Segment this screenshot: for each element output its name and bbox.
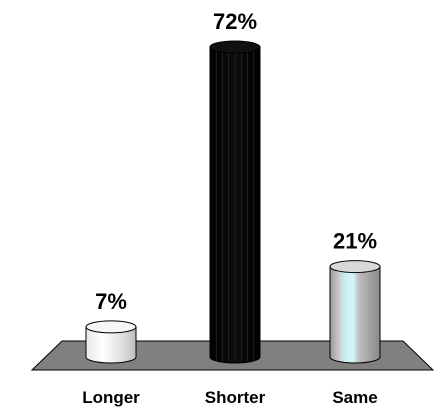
category-label-shorter: Shorter <box>205 388 266 407</box>
bar-longer-body <box>85 326 137 364</box>
value-label-same: 21% <box>333 229 377 254</box>
bar-longer-top <box>85 320 137 334</box>
bar-shorter-top <box>209 40 261 54</box>
value-label-longer: 7% <box>95 289 127 314</box>
category-label-longer: Longer <box>82 388 140 407</box>
bar-shorter <box>209 40 261 364</box>
category-label-same: Same <box>332 388 377 407</box>
bar-same <box>329 260 381 364</box>
bar-longer <box>85 320 137 364</box>
value-label-shorter: 72% <box>213 9 257 34</box>
bar-same-body <box>329 266 381 364</box>
bar-same-top <box>329 260 381 274</box>
